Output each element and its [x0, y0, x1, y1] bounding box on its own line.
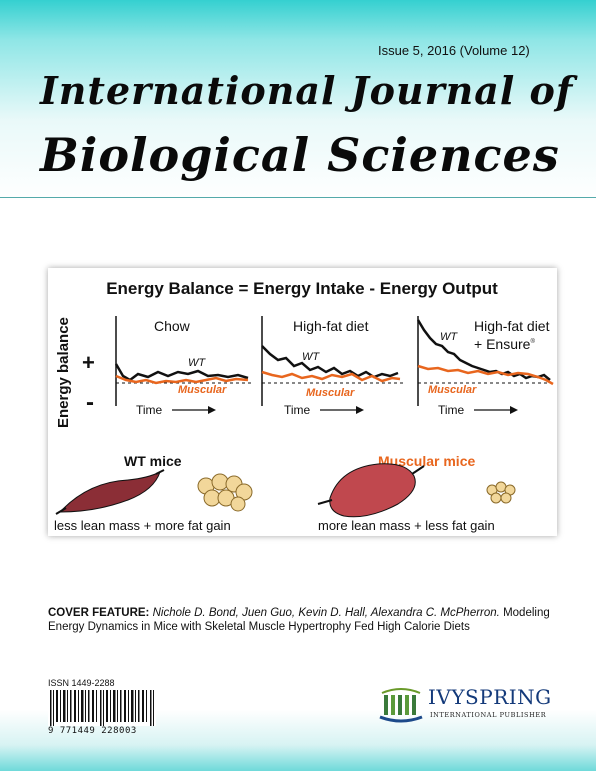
cover-figure: Energy Balance = Energy Intake - Energy … — [48, 268, 557, 536]
wt-caption: less lean mass + more fat gain — [54, 518, 231, 533]
panel-title-ensure: + Ensure® — [474, 336, 535, 352]
panel-title-high-fat: High-fat diet — [293, 318, 369, 334]
plus-sign: + — [82, 350, 95, 375]
panel-high-fat: High-fat diet WT Muscular Time — [261, 316, 403, 417]
y-axis-label: Energy balance — [55, 317, 72, 428]
publisher-logo: IVYSPRING INTERNATIONAL PUBLISHER — [378, 685, 578, 725]
wt-line-high-fat — [261, 345, 399, 379]
time-label-high-fat: Time — [284, 403, 311, 417]
publisher-name: IVYSPRING — [428, 685, 552, 709]
ivyspring-logo-icon — [379, 688, 423, 723]
wt-muscle-icon — [55, 469, 165, 515]
panel-title-chow: Chow — [154, 318, 191, 334]
muscular-line-chow — [115, 374, 249, 385]
figure-heading: Energy Balance = Energy Intake - Energy … — [106, 279, 498, 298]
barcode: ISSN 1449-2288 9 771449 228003 — [48, 678, 156, 736]
wt-line-high-fat-ensure — [416, 319, 551, 381]
minus-sign: - — [86, 389, 94, 416]
muscular-muscle-icon — [317, 463, 425, 518]
wt-mice-label: WT mice — [124, 453, 182, 469]
muscular-mice-label: Muscular mice — [378, 453, 475, 469]
issue-info: Issue 5, 2016 (Volume 12) — [378, 43, 530, 58]
time-label-chow: Time — [136, 403, 163, 417]
energy-balance-diagram: Energy Balance = Energy Intake - Energy … — [54, 279, 554, 533]
muscular-fat-icon — [486, 481, 516, 504]
wt-label-chow: WT — [188, 357, 206, 369]
barcode-icon — [48, 690, 156, 726]
cover-feature-authors: Nichole D. Bond, Juen Guo, Kevin D. Hall… — [152, 607, 500, 619]
panel-high-fat-ensure: High-fat diet + Ensure® WT Muscular Time — [416, 316, 554, 417]
journal-title-line2: Biological Sciences — [40, 128, 560, 182]
header-rule — [0, 197, 596, 198]
cover-feature-article-title: Modeling Energy Dynamics in Mice with Sk… — [48, 607, 550, 633]
muscular-label-high-fat: Muscular — [306, 387, 355, 399]
cover-feature-label: COVER FEATURE: — [48, 607, 150, 619]
muscular-label-high-fat-ensure: Muscular — [428, 384, 477, 396]
muscular-caption: more lean mass + less fat gain — [318, 518, 495, 533]
muscular-label-chow: Muscular — [178, 384, 227, 396]
cover-feature: COVER FEATURE: Nichole D. Bond, Juen Guo… — [48, 606, 568, 634]
wt-label-high-fat: WT — [302, 351, 320, 363]
panel-chow: Chow WT Muscular Time — [114, 316, 253, 417]
issn-label: ISSN 1449-2288 — [48, 678, 115, 688]
muscular-line-high-fat — [261, 370, 401, 383]
wt-line-chow — [114, 363, 249, 382]
wt-label-high-fat-ensure: WT — [440, 331, 458, 343]
barcode-number: 9 771449 228003 — [48, 726, 137, 736]
wt-fat-icon — [197, 473, 253, 512]
publisher-subtitle: INTERNATIONAL PUBLISHER — [430, 711, 547, 719]
panel-title-high-fat-ensure: High-fat diet — [474, 318, 550, 334]
journal-title-line1: International Journal of — [40, 68, 574, 113]
muscular-line-high-fat-ensure — [417, 364, 554, 386]
time-label-high-fat-ensure: Time — [438, 403, 465, 417]
